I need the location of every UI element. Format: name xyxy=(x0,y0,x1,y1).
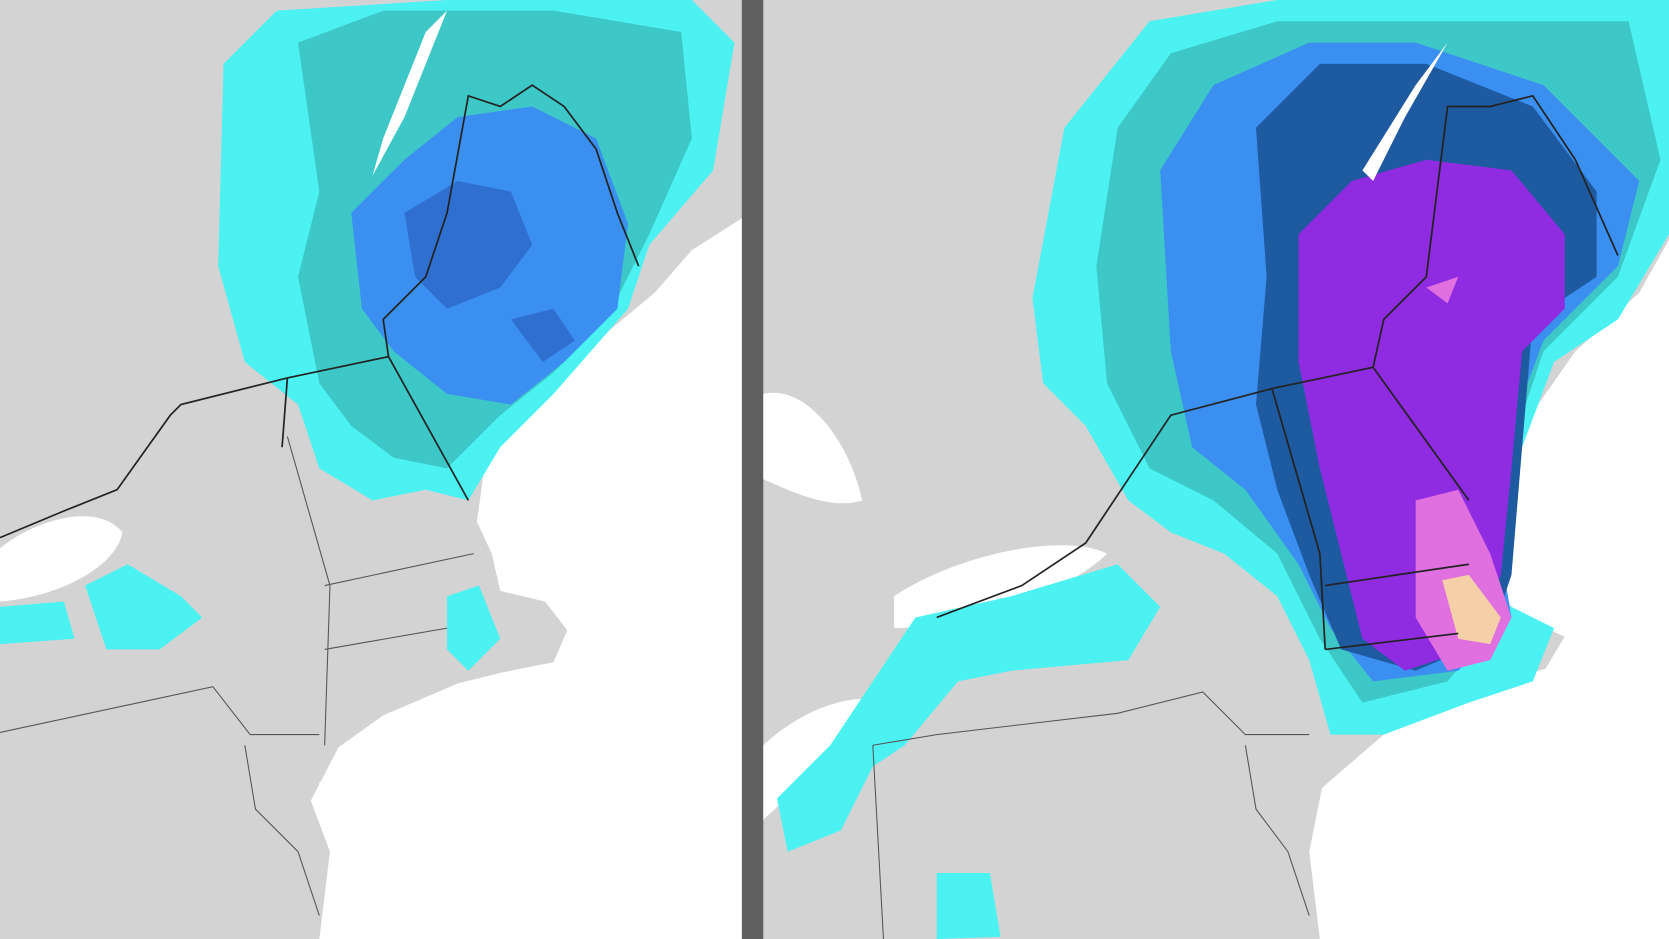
snow-cyan-west xyxy=(777,564,1161,939)
snow-peach xyxy=(1442,574,1501,645)
right-map xyxy=(763,0,1669,939)
ocean xyxy=(1309,239,1669,939)
long-island xyxy=(319,681,501,794)
ocean xyxy=(310,218,742,939)
lakes xyxy=(763,392,1107,820)
lake xyxy=(0,516,123,602)
snow-pink xyxy=(1415,276,1512,671)
river xyxy=(372,10,448,176)
snow-dark-blue xyxy=(404,180,575,362)
snow-purple xyxy=(1298,159,1565,671)
river xyxy=(1362,42,1448,181)
long-island xyxy=(1330,702,1491,799)
snow-cyan-patches xyxy=(0,564,501,671)
left-map xyxy=(0,0,742,939)
